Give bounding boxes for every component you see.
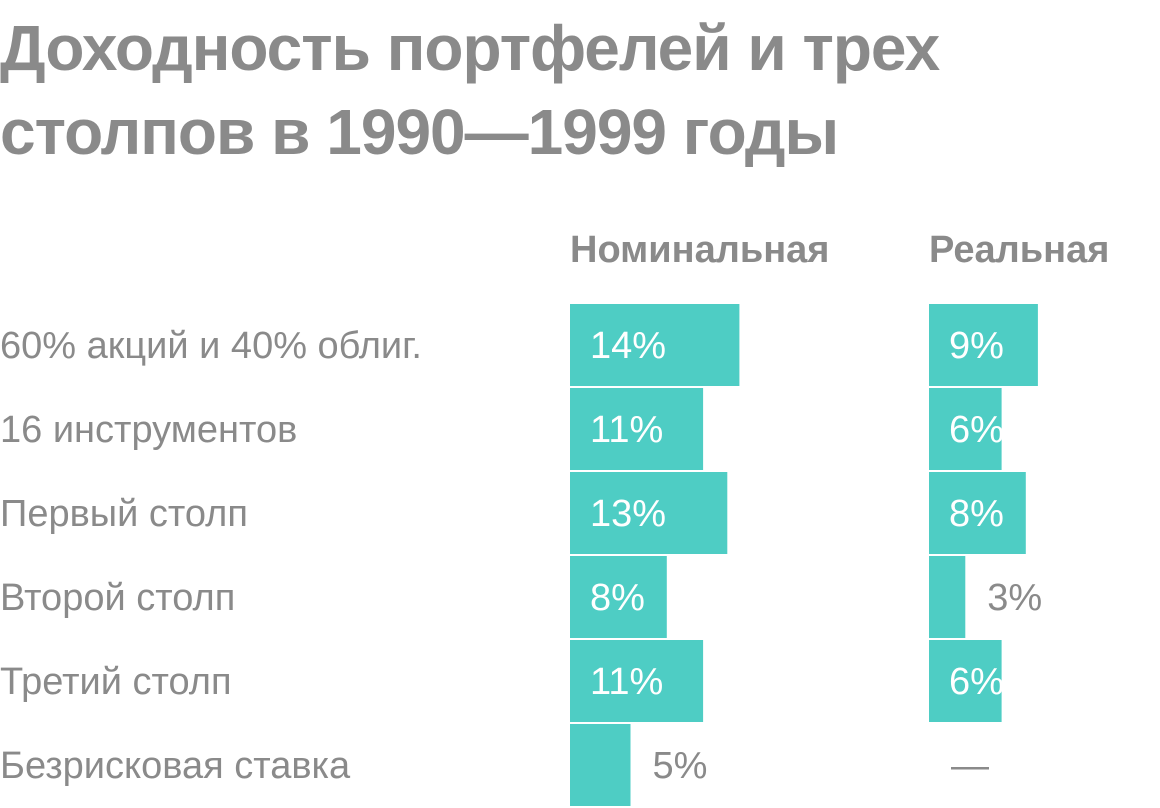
category-label: 16 инструментов bbox=[0, 409, 298, 451]
data-label: 8% bbox=[949, 493, 1004, 535]
data-label: 13% bbox=[590, 493, 666, 535]
data-label: 6% bbox=[949, 661, 1004, 703]
bar-real bbox=[929, 472, 1026, 554]
data-label: 11% bbox=[590, 409, 663, 451]
data-label: 9% bbox=[949, 325, 1004, 367]
bar-real bbox=[929, 304, 1038, 386]
bar-nominal bbox=[570, 388, 704, 470]
data-label: 14% bbox=[590, 325, 666, 367]
column-header-nominal: Номинальная bbox=[570, 229, 830, 271]
bar-real bbox=[929, 556, 966, 638]
category-label: 60% акций и 40% облиг. bbox=[0, 325, 422, 367]
data-label: 3% bbox=[987, 577, 1042, 619]
bar-nominal bbox=[570, 724, 631, 806]
column-header-real: Реальная bbox=[929, 229, 1110, 271]
missing-value-label: — bbox=[951, 745, 989, 787]
data-label: 11% bbox=[590, 661, 663, 703]
bar-real bbox=[929, 388, 1002, 470]
bar-nominal bbox=[570, 304, 740, 386]
data-label: 6% bbox=[949, 409, 1004, 451]
data-label: 8% bbox=[590, 577, 645, 619]
category-label: Первый столп bbox=[0, 493, 248, 535]
category-label: Второй столп bbox=[0, 577, 236, 619]
chart-title: Доходность портфелей и трех столпов в 19… bbox=[0, 12, 940, 168]
category-label: Третий столп bbox=[0, 661, 232, 703]
category-label: Безрисковая ставка bbox=[0, 745, 351, 787]
bar-nominal bbox=[570, 472, 728, 554]
bar-nominal bbox=[570, 640, 704, 722]
bar-real bbox=[929, 640, 1002, 722]
data-label: 5% bbox=[653, 745, 708, 787]
bar-nominal bbox=[570, 556, 667, 638]
